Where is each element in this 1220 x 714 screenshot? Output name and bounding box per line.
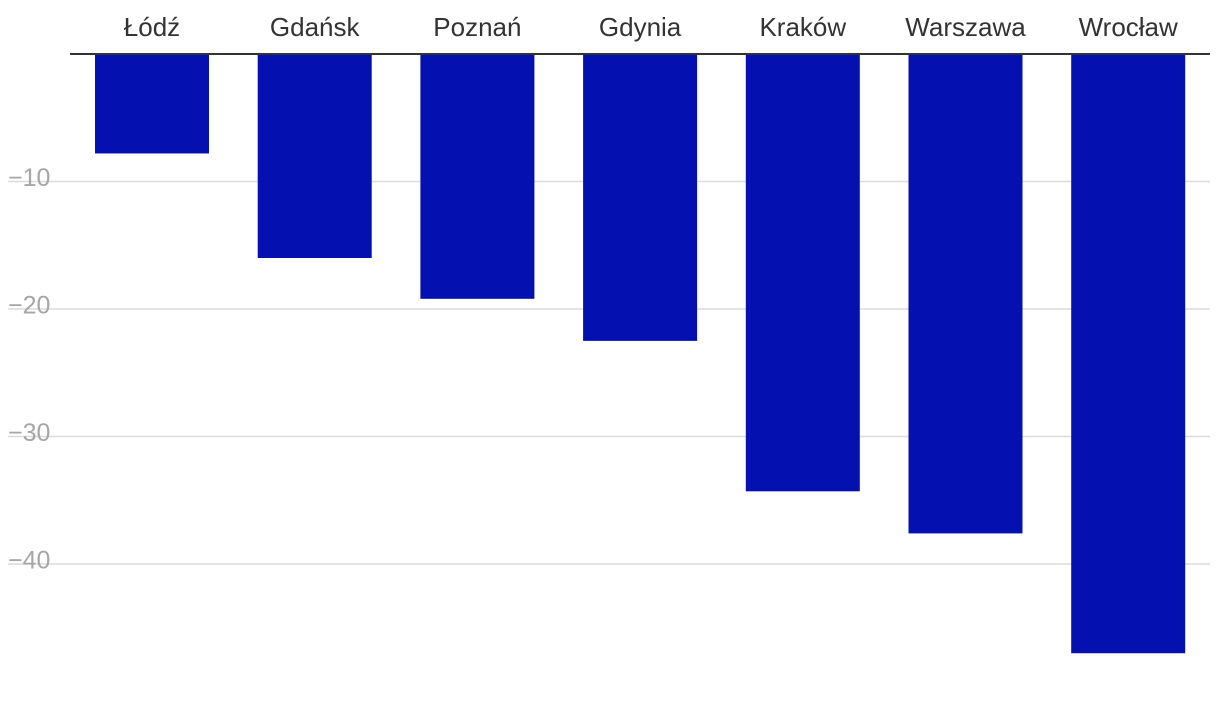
category-label: Warszawa [905, 12, 1026, 42]
bar [257, 54, 372, 258]
bars [95, 54, 1186, 654]
bar [583, 54, 698, 341]
category-label: Poznań [433, 12, 521, 42]
category-labels: Łódź Gdańsk Poznań Gdynia Kraków Warszawa Wroc… [124, 12, 1178, 42]
category-label: Kraków [759, 12, 846, 42]
category-label: Gdańsk [270, 12, 361, 42]
bar [420, 54, 535, 299]
bar [908, 54, 1023, 534]
y-tick-label: −40 [8, 547, 50, 575]
category-label: Gdynia [599, 12, 682, 42]
category-label: Wrocław [1079, 12, 1178, 42]
y-tick-label: −20 [8, 292, 50, 320]
y-axis-tick-labels: −10 −20 −30 −40 [8, 164, 50, 575]
bar [1071, 54, 1186, 654]
bar [745, 54, 860, 492]
y-tick-label: −30 [8, 419, 50, 447]
category-label: Łódź [124, 12, 180, 42]
y-tick-label: −10 [8, 164, 50, 192]
bar [95, 54, 209, 154]
